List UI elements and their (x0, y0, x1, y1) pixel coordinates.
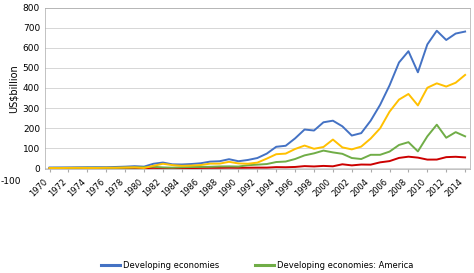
Text: -100: -100 (1, 177, 21, 186)
Legend: Developing economies, Developing economies: Africa, Developing economies: Americ: Developing economies, Developing economi… (98, 257, 417, 273)
Y-axis label: US$billion: US$billion (9, 64, 18, 113)
